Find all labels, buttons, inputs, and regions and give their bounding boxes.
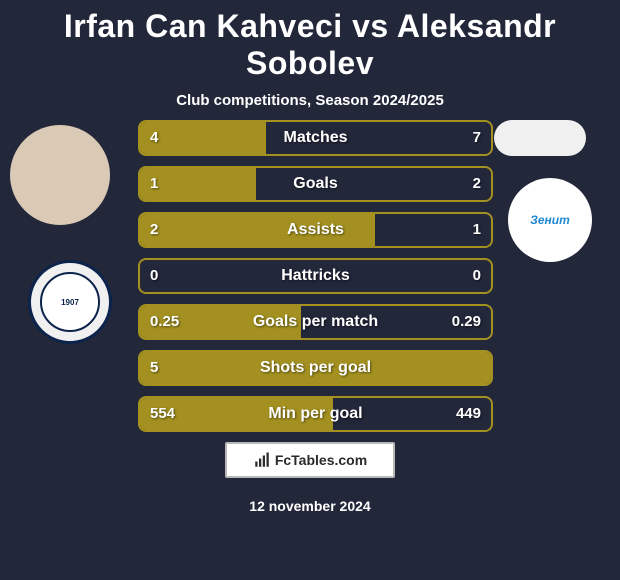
brand-text: FcTables.com	[275, 452, 367, 468]
stat-label: Shots per goal	[140, 352, 491, 384]
stat-value-left: 0.25	[140, 306, 189, 338]
stat-label: Min per goal	[140, 398, 491, 430]
stat-value-right: 0.29	[442, 306, 491, 338]
stat-row: Shots per goal5	[138, 350, 493, 386]
stat-value-left: 0	[140, 260, 168, 292]
stat-value-left: 554	[140, 398, 185, 430]
stat-label: Assists	[140, 214, 491, 246]
stats-container: Matches47Goals12Assists21Hattricks00Goal…	[138, 120, 493, 442]
page-title: Irfan Can Kahveci vs Aleksandr Sobolev	[0, 0, 620, 82]
stat-value-left: 4	[140, 122, 168, 154]
club2-logo: Зенит	[508, 178, 592, 262]
stat-value-right: 0	[463, 260, 491, 292]
date-text: 12 november 2024	[0, 498, 620, 514]
stat-value-right: 449	[446, 398, 491, 430]
chart-icon	[253, 451, 271, 469]
stat-row: Hattricks0 0	[138, 258, 493, 294]
club1-year: 1907	[40, 272, 100, 332]
stat-label: Matches	[140, 122, 491, 154]
stat-row: Matches4 7	[138, 120, 493, 156]
stat-value-left: 2	[140, 214, 168, 246]
player1-photo	[10, 125, 110, 225]
stat-value-right: 2	[463, 168, 491, 200]
stat-row: Assists2 1	[138, 212, 493, 248]
stat-value-left: 5	[140, 352, 168, 384]
player2-photo	[494, 120, 586, 156]
stat-label: Goals per match	[140, 306, 491, 338]
stat-row: Min per goal554 449	[138, 396, 493, 432]
club1-logo: 1907	[28, 260, 112, 344]
stat-value-left: 1	[140, 168, 168, 200]
stat-label: Hattricks	[140, 260, 491, 292]
club2-text: Зенит	[530, 213, 570, 227]
stat-value-right: 7	[463, 122, 491, 154]
stat-row: Goals per match0.25 0.29	[138, 304, 493, 340]
stat-row: Goals1 2	[138, 166, 493, 202]
stat-value-right: 1	[463, 214, 491, 246]
stat-label: Goals	[140, 168, 491, 200]
brand-box: FcTables.com	[225, 442, 395, 478]
page-subtitle: Club competitions, Season 2024/2025	[0, 92, 620, 109]
